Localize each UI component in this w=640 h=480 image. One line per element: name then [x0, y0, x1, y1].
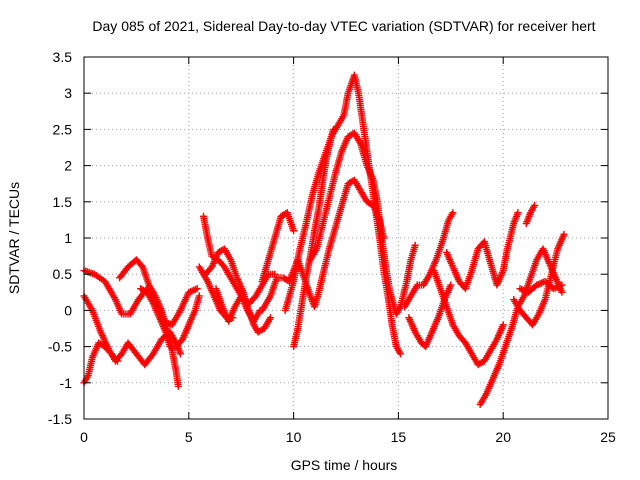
- series-track-e: [137, 285, 203, 351]
- x-tick-label: 25: [600, 429, 616, 445]
- y-tick-label: 2.5: [53, 121, 73, 137]
- series-track-n: [290, 125, 337, 351]
- data-point: [560, 230, 568, 238]
- series-track-q: [430, 267, 507, 369]
- x-tick-label: 5: [185, 429, 193, 445]
- data-point: [447, 281, 455, 289]
- data-point: [267, 314, 275, 322]
- data-point: [514, 209, 522, 217]
- y-tick-label: 0: [64, 302, 72, 318]
- data-point: [396, 350, 404, 358]
- y-tick-label: 2: [64, 158, 72, 174]
- y-axis-label: SDTVAR / TECUs: [6, 182, 22, 294]
- y-tick-label: -0.5: [48, 339, 72, 355]
- data-marks: [80, 71, 568, 409]
- series-track-j: [258, 209, 298, 285]
- x-tick-label: 15: [391, 429, 407, 445]
- data-point: [174, 382, 182, 390]
- y-tick-label: -1: [60, 375, 73, 391]
- data-point: [176, 350, 184, 358]
- data-point: [558, 281, 566, 289]
- x-tick-label: 10: [286, 429, 302, 445]
- data-point: [271, 270, 279, 278]
- series-track-r: [443, 209, 522, 293]
- data-point: [290, 227, 298, 235]
- y-tick-label: 1: [64, 230, 72, 246]
- series-track-c: [80, 339, 122, 387]
- data-point: [329, 125, 337, 133]
- y-tick-label: 3: [64, 85, 72, 101]
- y-tick-label: 1.5: [53, 194, 73, 210]
- data-point: [112, 356, 120, 364]
- series-track-i: [212, 285, 264, 325]
- data-point: [411, 241, 419, 249]
- x-tick-label: 0: [80, 429, 88, 445]
- data-point: [499, 321, 507, 329]
- series-track-m: [306, 129, 419, 318]
- chart-title: Day 085 of 2021, Sidereal Day-to-day VTE…: [92, 18, 595, 34]
- series-track-p: [405, 281, 455, 351]
- y-tick-label: -1.5: [48, 411, 72, 427]
- series-track-t: [510, 230, 568, 329]
- x-axis-label: GPS time / hours: [291, 457, 398, 473]
- y-tick-label: 3.5: [53, 49, 73, 65]
- series-track-v: [516, 277, 566, 296]
- data-point: [195, 292, 203, 300]
- series-track-d: [116, 256, 182, 390]
- series-track-u: [522, 201, 539, 228]
- series-track-o: [401, 209, 457, 311]
- axis-ticks: 0 5 10 15 20 25 -1.5 -1 -0.5 0 0.5 1 1.5 2 2.5 3 3.5: [48, 49, 616, 445]
- data-point: [558, 288, 566, 296]
- data-point: [531, 201, 539, 209]
- data-point: [114, 357, 122, 365]
- data-point: [449, 209, 457, 217]
- y-tick-label: 0.5: [53, 266, 73, 282]
- x-tick-label: 20: [495, 429, 511, 445]
- data-point: [193, 285, 201, 293]
